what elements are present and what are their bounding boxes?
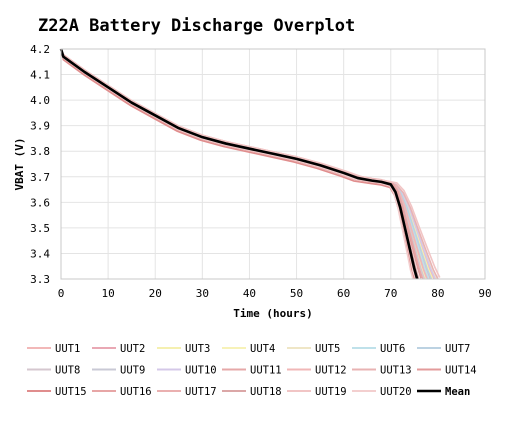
- x-tick-label: 40: [243, 287, 256, 300]
- series-line-uut2: [60, 48, 432, 280]
- series-line-uut14: [60, 48, 422, 279]
- legend-label: UUT17: [185, 386, 217, 398]
- x-tick-label: 90: [478, 287, 491, 300]
- mean-series-line: [59, 48, 419, 280]
- y-tick-label: 3.7: [30, 171, 50, 184]
- legend: UUT1 UUT2 UUT3 UUT4 UUT5 UUT6 UUT7 UUT8 UUT9 UUT1…: [27, 343, 477, 398]
- series-line-uut20: [60, 48, 414, 280]
- series-line-uut1: [60, 48, 435, 280]
- x-tick-label: 10: [101, 287, 114, 300]
- legend-label: Mean: [445, 386, 470, 398]
- legend-label: UUT1: [55, 343, 80, 355]
- legend-label: UUT18: [250, 386, 282, 398]
- legend-label: UUT3: [185, 343, 210, 355]
- legend-label: UUT19: [315, 386, 347, 398]
- legend-label: UUT2: [120, 343, 145, 355]
- y-axis-label: VBAT (V): [13, 138, 26, 191]
- series-line-uut11: [60, 48, 424, 280]
- legend-label: UUT11: [250, 365, 282, 377]
- y-tick-label: 4.2: [30, 43, 50, 56]
- x-axis-label: Time (hours): [233, 307, 312, 320]
- series-line-uut9: [60, 48, 429, 280]
- x-tick-label: 70: [384, 287, 397, 300]
- series-line-uut7: [60, 48, 433, 280]
- x-tick-label: 80: [431, 287, 444, 300]
- y-tick-label: 4.0: [30, 94, 50, 107]
- legend-label: UUT14: [445, 365, 477, 377]
- legend-label: UUT15: [55, 386, 87, 398]
- legend-label: UUT10: [185, 365, 217, 377]
- x-tick-label: 50: [290, 287, 303, 300]
- y-tick-label: 3.5: [30, 222, 50, 235]
- series-line-uut16: [60, 48, 423, 278]
- y-tick-label: 3.4: [30, 247, 50, 260]
- x-tick-label: 20: [149, 287, 162, 300]
- series-line-uut6: [60, 48, 430, 280]
- series-line-uut19: [60, 48, 441, 278]
- series-line-mean: [59, 48, 419, 280]
- chart-title: Z22A Battery Discharge Overplot: [38, 16, 355, 36]
- y-tick-label: 3.9: [30, 120, 50, 133]
- series-line-uut10: [60, 48, 436, 280]
- legend-label: UUT9: [120, 365, 145, 377]
- legend-label: UUT12: [315, 365, 347, 377]
- series-line-uut3: [60, 48, 433, 279]
- legend-label: UUT20: [380, 386, 412, 398]
- legend-label: UUT4: [250, 343, 275, 355]
- y-tick-labels: 3.3 3.4 3.5 3.6 3.7 3.8 3.9 4.0 4.1 4.2: [30, 43, 50, 286]
- y-tick-label: 3.6: [30, 196, 50, 209]
- legend-label: UUT13: [380, 365, 412, 377]
- series-line-uut12: [60, 48, 428, 279]
- x-tick-label: 60: [337, 287, 350, 300]
- y-tick-label: 4.1: [30, 69, 50, 82]
- x-tick-labels: 0 10 20 30 40 50 60 70 80 90: [58, 287, 492, 300]
- y-tick-label: 3.8: [30, 145, 50, 158]
- x-tick-label: 30: [196, 287, 209, 300]
- x-tick-label: 0: [58, 287, 65, 300]
- series-line-uut5: [60, 48, 437, 280]
- series-line-uut15: [60, 48, 416, 280]
- series-line-uut8: [60, 48, 425, 279]
- legend-label: UUT8: [55, 365, 80, 377]
- series-line-uut18: [60, 48, 420, 279]
- series-line-uut17: [60, 48, 417, 280]
- legend-label: UUT5: [315, 343, 340, 355]
- uut-series-lines: [60, 48, 441, 280]
- plot-frame: [60, 48, 486, 280]
- legend-label: UUT16: [120, 386, 152, 398]
- legend-label: UUT7: [445, 343, 470, 355]
- series-line-uut4: [60, 48, 427, 279]
- legend-label: UUT6: [380, 343, 405, 355]
- y-tick-label: 3.3: [30, 273, 50, 286]
